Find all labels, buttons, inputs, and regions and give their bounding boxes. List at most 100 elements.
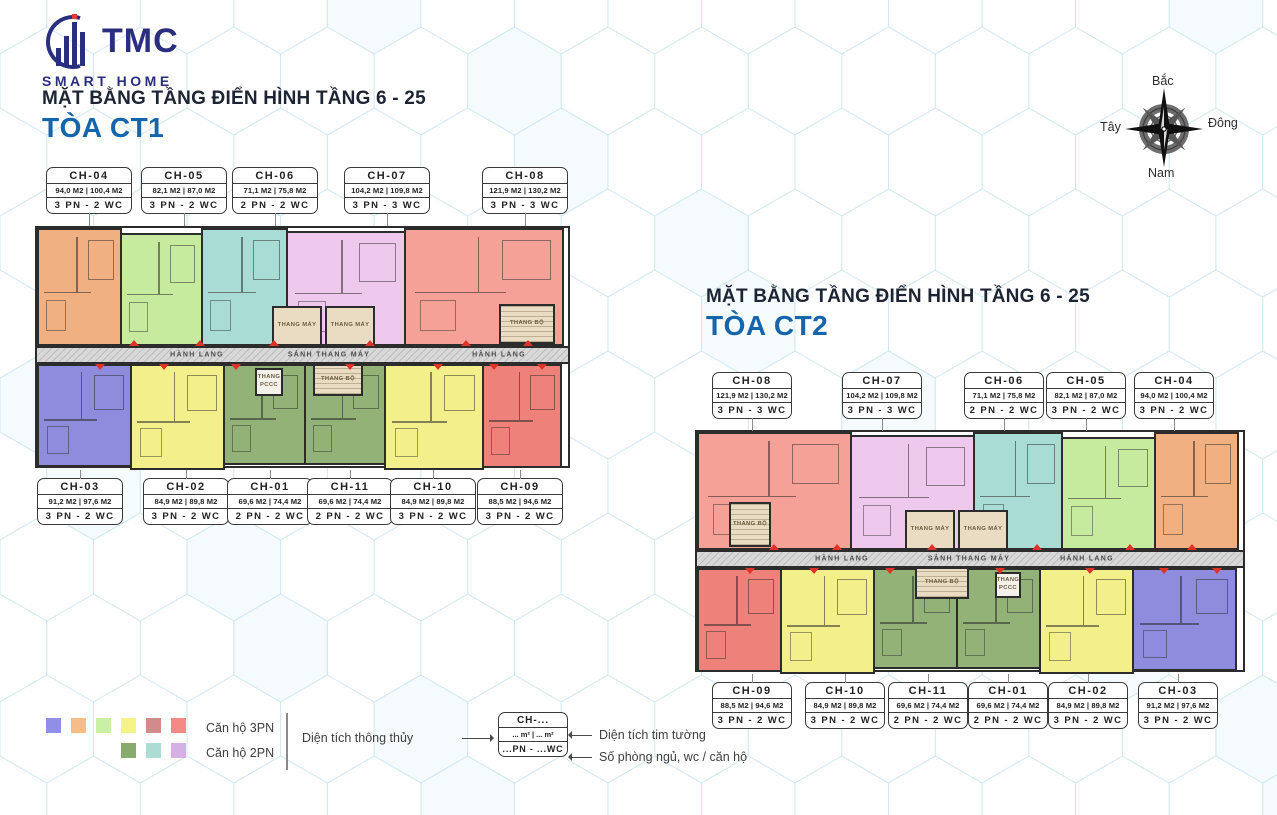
floor-unit-CH-09 [482, 364, 562, 468]
room-line [787, 625, 841, 627]
unit-rooms: 3 PN - 2 WC [810, 715, 880, 726]
room-line [477, 236, 480, 292]
unit-code: CH-07 [843, 373, 921, 389]
unit-rooms: 3 PN - 2 WC [485, 511, 555, 522]
entrance-marker [129, 340, 139, 346]
room-line [879, 622, 927, 624]
label-leader-line [350, 470, 352, 479]
room-line [823, 576, 826, 626]
unit-area: 94,0 M2 | 100,4 M2 [1135, 389, 1213, 403]
room-line [80, 371, 83, 420]
unit-area: 84,9 M2 | 89,8 M2 [144, 495, 228, 509]
unit-label-CT1-CH-06: CH-06 71,1 M2 | 75,8 M2 2 PN - 2 WC [232, 167, 318, 226]
unit-area: 104,2 M2 | 109,8 M2 [345, 184, 429, 198]
room-line [241, 236, 243, 292]
tower-label-CT2: TÒA CT2 [706, 310, 829, 341]
unit-rooms: 3 PN - 2 WC [1053, 715, 1123, 726]
unit-area: 88,5 M2 | 94,6 M2 [713, 699, 791, 713]
unit-area: 94,0 M2 | 100,4 M2 [47, 184, 131, 198]
entrance-marker [461, 340, 471, 346]
unit-code: CH-04 [1135, 373, 1213, 389]
unit-rooms: 3 PN - 3 WC [717, 405, 787, 416]
entrance-marker [231, 364, 241, 370]
room-line [862, 504, 892, 536]
room-line [1096, 579, 1126, 615]
floor-unit-CH-08 [697, 432, 852, 550]
unit-rooms: 3 PN - 2 WC [54, 200, 124, 211]
floorplan-CT2: HÀNH LANG SẢNH THANG MÁY HÀNH LANG THANG MÁ… [695, 430, 1245, 674]
unit-code: CH-06 [965, 373, 1043, 389]
entrance-marker [809, 568, 819, 574]
unit-label-CT1-CH-05: CH-05 82,1 M2 | 87,0 M2 3 PN - 2 WC [141, 167, 227, 226]
unit-rooms: 3 PN - 3 WC [490, 200, 560, 211]
unit-code: CH-01 [228, 479, 312, 495]
room-line [703, 624, 751, 626]
entrance-marker [489, 364, 499, 370]
unit-rooms: 2 PN - 2 WC [240, 200, 310, 211]
room-line [1163, 503, 1184, 536]
label-leader-line [1178, 674, 1180, 683]
unit-code: CH-01 [969, 683, 1047, 699]
elevator-box: THANG MÁY [958, 510, 1008, 550]
room-line [1046, 625, 1100, 627]
room-line [962, 622, 1010, 624]
room-line [706, 631, 727, 659]
room-line [790, 632, 813, 661]
room-line [1014, 440, 1017, 496]
unit-label-CT2-CH-07: CH-07 104,2 M2 | 109,8 M2 3 PN - 3 WC [842, 372, 922, 431]
tower-label-CT1: TÒA CT1 [42, 112, 165, 143]
unit-area: 121,9 M2 | 130,2 M2 [483, 184, 567, 198]
unit-code: CH-07 [345, 168, 429, 184]
unit-label-CT2-CH-10: CH-10 84,9 M2 | 89,8 M2 3 PN - 2 WC [805, 674, 885, 729]
unit-rooms: 3 PN - 2 WC [151, 511, 221, 522]
unit-rooms: 3 PN - 2 WC [1139, 405, 1209, 416]
room-line [1118, 448, 1148, 487]
entrance-marker [885, 568, 895, 574]
unit-label-CT2-CH-04: CH-04 94,0 M2 | 100,4 M2 3 PN - 2 WC [1134, 372, 1214, 431]
room-line [140, 428, 163, 457]
room-line [748, 579, 775, 614]
unit-label-CT2-CH-06: CH-06 71,1 M2 | 75,8 M2 2 PN - 2 WC [964, 372, 1044, 431]
unit-rooms: 3 PN - 2 WC [1143, 715, 1213, 726]
corridor-CT1: HÀNH LANG SẢNH THANG MÁY HÀNH LANG [37, 346, 568, 364]
room-line [1049, 632, 1072, 661]
entrance-marker [1187, 544, 1197, 550]
label-leader-line [1086, 418, 1088, 431]
entrance-marker [1159, 568, 1169, 574]
room-line [768, 440, 770, 496]
unit-code: CH-11 [308, 479, 392, 495]
floor-unit-CH-05 [1061, 437, 1156, 550]
unit-rooms: 3 PN - 3 WC [352, 200, 422, 211]
unit-area: 82,1 M2 | 87,0 M2 [1047, 389, 1125, 403]
unit-code: CH-04 [47, 168, 131, 184]
compass-north-label: Bắc [1152, 74, 1174, 88]
floor-unit-CH-05 [120, 233, 203, 346]
room-line [444, 375, 476, 411]
plan-bottom-band [697, 568, 1243, 674]
entrance-marker [523, 340, 533, 346]
label-leader-line [520, 470, 522, 479]
room-line [708, 495, 796, 498]
room-line [415, 291, 506, 294]
corridor-right-label: HÀNH LANG [1060, 555, 1114, 563]
unit-rooms: 3 PN - 2 WC [398, 511, 468, 522]
logo-subtitle-text: SMART HOME [42, 73, 173, 89]
entrance-marker [269, 340, 279, 346]
unit-code: CH-11 [889, 683, 967, 699]
entrance-marker [195, 340, 205, 346]
unit-area: 84,9 M2 | 89,8 M2 [1049, 699, 1127, 713]
room-line [926, 446, 965, 486]
room-line [502, 240, 552, 280]
unit-area: 91,2 M2 | 97,6 M2 [38, 495, 122, 509]
room-line [88, 240, 115, 280]
room-line [1027, 444, 1055, 484]
room-line [129, 301, 149, 333]
unit-area: 69,6 M2 | 74,4 M2 [969, 699, 1047, 713]
entrance-marker [95, 364, 105, 370]
floor-unit-CH-10 [780, 568, 875, 674]
fire-stair-box: THANG PCCC [255, 368, 283, 396]
room-line [1205, 444, 1232, 484]
unit-code: CH-08 [713, 373, 791, 389]
unit-label-CT1-CH-08: CH-08 121,9 M2 | 130,2 M2 3 PN - 3 WC [482, 167, 568, 226]
room-line [837, 579, 867, 615]
